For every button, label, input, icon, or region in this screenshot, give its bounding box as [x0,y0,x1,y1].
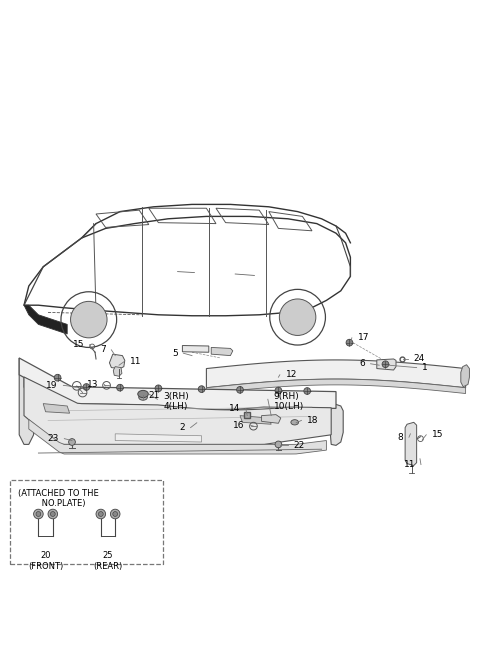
Text: 6: 6 [359,359,365,368]
Ellipse shape [291,420,299,425]
Text: 9(RH)
10(LH): 9(RH) 10(LH) [274,391,304,411]
Polygon shape [109,354,125,369]
Circle shape [83,383,90,390]
Polygon shape [206,379,466,393]
Text: 19: 19 [46,381,58,390]
Polygon shape [29,420,326,454]
Polygon shape [377,359,396,370]
Circle shape [69,439,75,446]
Polygon shape [405,422,417,466]
Text: 7: 7 [100,345,106,354]
Polygon shape [211,347,233,355]
Text: 23: 23 [47,434,59,443]
Circle shape [275,387,282,394]
Circle shape [36,512,41,516]
Polygon shape [240,415,271,424]
Text: 20
(FRONT): 20 (FRONT) [28,552,63,571]
Text: 2: 2 [179,423,185,432]
Circle shape [198,385,205,393]
Text: 16: 16 [233,421,245,430]
Circle shape [382,361,389,367]
Circle shape [71,301,107,338]
Circle shape [155,385,162,391]
Text: 8: 8 [397,433,403,442]
Text: 25
(REAR): 25 (REAR) [94,552,122,571]
Circle shape [279,299,316,335]
Circle shape [48,509,58,519]
Circle shape [96,509,106,519]
Text: (ATTACHED TO THE
         NO.PLATE): (ATTACHED TO THE NO.PLATE) [18,489,99,508]
Polygon shape [24,305,67,334]
Text: 11: 11 [404,460,415,469]
Text: 18: 18 [307,416,319,425]
Circle shape [117,384,123,391]
Circle shape [275,441,282,448]
Ellipse shape [138,390,148,397]
Circle shape [34,509,43,519]
Polygon shape [182,345,209,352]
Text: 15: 15 [72,340,84,349]
Circle shape [54,374,61,381]
Circle shape [304,387,311,394]
Text: 24: 24 [414,355,425,363]
Text: 17: 17 [358,333,369,342]
Text: 22: 22 [294,441,305,450]
Circle shape [237,387,243,393]
Ellipse shape [139,395,147,400]
Polygon shape [206,360,466,387]
Circle shape [50,512,55,516]
Polygon shape [19,358,34,444]
Circle shape [98,512,103,516]
Text: 12: 12 [286,370,297,379]
Text: 15: 15 [432,430,444,440]
Polygon shape [24,377,331,444]
Text: 1: 1 [422,363,428,372]
Polygon shape [19,358,336,410]
Text: 13: 13 [87,380,98,389]
Text: 11: 11 [130,357,141,366]
Circle shape [113,512,118,516]
Text: 14: 14 [228,404,240,413]
Polygon shape [43,403,70,413]
Polygon shape [330,403,343,446]
Polygon shape [461,365,469,387]
Circle shape [346,339,353,346]
Polygon shape [115,434,202,442]
Text: 3(RH)
4(LH): 3(RH) 4(LH) [163,391,189,411]
Polygon shape [113,367,122,376]
Circle shape [110,509,120,519]
Text: 21: 21 [149,391,160,400]
Text: 5: 5 [172,349,178,357]
Polygon shape [262,415,281,424]
